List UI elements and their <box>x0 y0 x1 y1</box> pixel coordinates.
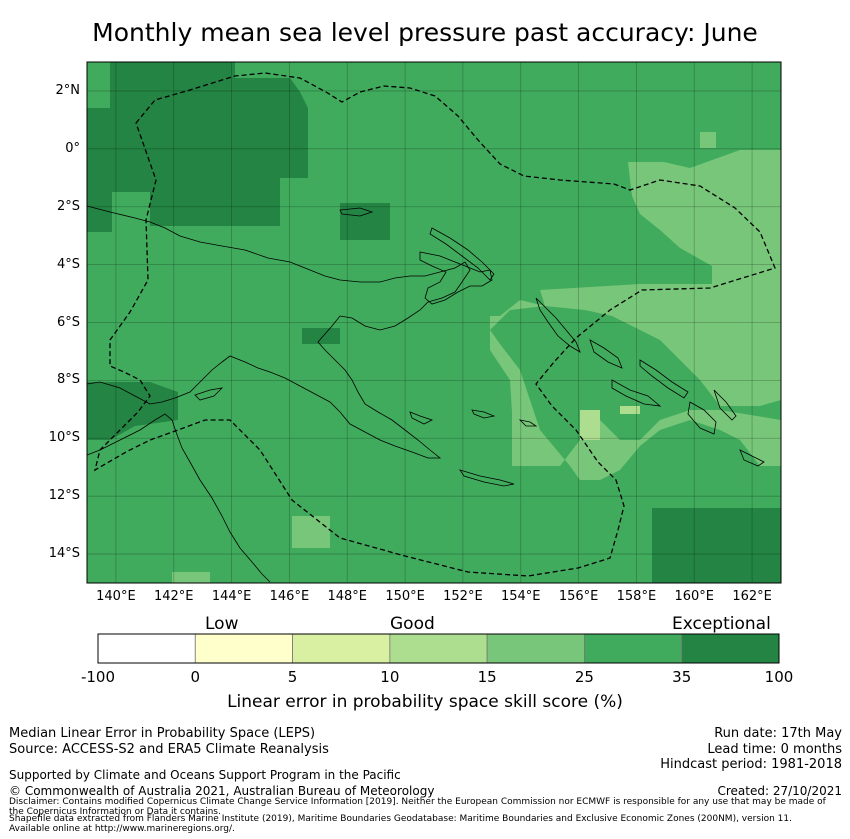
lon-tick-label: 140°E <box>96 589 136 604</box>
disclaimer-line-1: Disclaimer: Contains modified Copernicus… <box>9 797 826 807</box>
woodlark-island <box>518 419 538 427</box>
lon-tick-label: 148°E <box>327 589 368 604</box>
lon-tick-label: 152°E <box>443 589 483 604</box>
footer-source: Source: ACCESS-S2 and ERA5 Climate Reana… <box>9 742 329 757</box>
new-ireland-coastline <box>429 227 495 281</box>
torres-islands <box>194 387 224 401</box>
lat-tick-label: 10°S <box>48 430 80 446</box>
lat-tick-label: 4°S <box>56 256 80 272</box>
skill-region-admiralty <box>340 203 390 240</box>
admiralty-islands <box>339 207 374 217</box>
colorbar-swatch <box>97 633 196 664</box>
colorbar-tick-label: 35 <box>672 668 692 686</box>
lon-tick-label: 146°E <box>269 589 310 604</box>
skill-region-small-1 <box>580 410 600 440</box>
gridlines <box>87 62 781 583</box>
lon-tick-label: 160°E <box>674 589 715 604</box>
solomon-island-1 <box>589 339 623 369</box>
skill-region-southeast <box>652 508 781 583</box>
solomon-island-2 <box>639 359 689 399</box>
png-eez-boundary <box>93 72 776 577</box>
lat-tick-label: 2°N <box>55 82 81 98</box>
lon-tick-label: 144°E <box>211 589 252 604</box>
eez-boundary <box>93 72 776 577</box>
category-good: Good <box>390 614 435 634</box>
lat-tick-label: 12°S <box>48 488 80 504</box>
disclaimer-line-3: Shapefile data extracted from Flanders M… <box>9 814 792 824</box>
lon-tick-label: 142°E <box>153 589 194 604</box>
colorbar-tick-label: 5 <box>287 668 298 686</box>
lon-tick-label: 150°E <box>385 589 425 604</box>
lon-tick-label: 154°E <box>500 589 541 604</box>
colorbar-tick-label: 0 <box>190 668 201 686</box>
colorbar-tick-label: 10 <box>380 668 400 686</box>
new-britain-coastline <box>419 251 493 305</box>
skill-region-south-2 <box>172 572 210 583</box>
colorbar-swatch <box>486 633 585 664</box>
skill-region-south-1 <box>292 516 330 548</box>
lat-tick-label: 14°S <box>48 546 80 562</box>
disclaimer-line-4: Available online at http://www.marinereg… <box>9 824 235 834</box>
colorbar <box>97 633 780 664</box>
lat-tick-label: 0° <box>65 140 80 156</box>
footer-created: Created: 27/10/2021 <box>717 784 842 798</box>
footer-copyright: © Commonwealth of Australia 2021, Austra… <box>9 784 435 798</box>
bougainville-coastline <box>535 297 581 353</box>
colorbar-tick-label: -100 <box>80 668 116 686</box>
louisiade-islands <box>459 469 515 487</box>
disclaimer-line-2: the Copernicus Information or Data it co… <box>9 807 221 817</box>
skill-region-northwest <box>87 62 308 232</box>
lon-tick-label: 162°E <box>732 589 772 604</box>
skill-region-corner <box>87 62 110 108</box>
coastlines <box>86 205 765 583</box>
skill-region-small-3 <box>620 406 640 414</box>
colorbar-swatch <box>292 633 391 664</box>
skill-region-small-2 <box>700 132 716 148</box>
lat-tick-label: 6°S <box>56 314 80 330</box>
colorbar-border <box>97 633 780 664</box>
trobriand-islands <box>471 409 496 419</box>
skill-region-inland <box>302 328 340 344</box>
solomon-island-4 <box>687 401 717 435</box>
colorbar-title: Linear error in probability space skill … <box>227 692 623 712</box>
new-guinea-coastline <box>86 205 471 459</box>
solomon-island-6 <box>739 449 765 467</box>
lat-tick-label: 8°S <box>56 372 80 388</box>
lon-tick-label: 158°E <box>616 589 657 604</box>
colorbar-swatch <box>584 633 683 664</box>
colorbar-tick-label: 100 <box>764 668 794 686</box>
category-low: Low <box>205 614 239 634</box>
cape-york-coastline <box>86 413 271 583</box>
colorbar-swatch <box>681 633 780 664</box>
colorbar-swatch <box>194 633 293 664</box>
footer-run-date: Run date: 17th May <box>714 726 842 741</box>
lon-tick-label: 156°E <box>558 589 599 604</box>
skill-raster <box>87 62 781 583</box>
lat-tick-label: 2°S <box>56 198 80 214</box>
colorbar-tick-label: 15 <box>477 668 497 686</box>
solomon-island-3 <box>611 379 662 407</box>
footer-method: Median Linear Error in Probability Space… <box>9 726 316 741</box>
solomon-island-5 <box>713 389 737 421</box>
category-exceptional: Exceptional <box>672 614 771 634</box>
footer-support: Supported by Climate and Oceans Support … <box>9 768 401 782</box>
map-frame <box>86 61 782 584</box>
skill-region-gulf <box>87 382 178 440</box>
chart-title: Monthly mean sea level pressure past acc… <box>92 18 758 47</box>
footer-lead-time: Lead time: 0 months <box>707 742 842 757</box>
colorbar-tick-label: 25 <box>574 668 594 686</box>
skill-region-east <box>490 150 781 480</box>
footer-hindcast: Hindcast period: 1981-2018 <box>660 757 842 772</box>
colorbar-swatch <box>389 633 488 664</box>
dentrecasteaux-islands <box>409 411 434 425</box>
